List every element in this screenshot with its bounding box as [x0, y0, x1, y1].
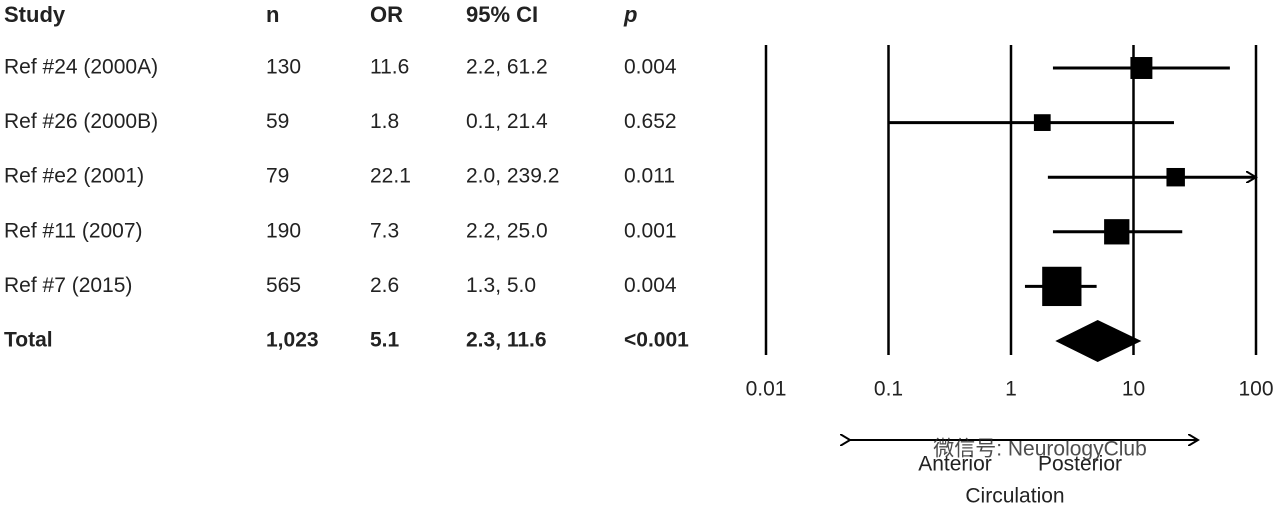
annotation: Anterior [918, 453, 992, 476]
table-cell: 5.1 [370, 329, 400, 352]
column-header: Study [4, 2, 66, 27]
x-tick-label: 1 [1005, 378, 1017, 401]
column-header: OR [370, 2, 403, 27]
table-cell: 7.3 [370, 219, 399, 242]
axis-label: Circulation [965, 485, 1064, 508]
table-cell: Ref #7 (2015) [4, 274, 132, 297]
column-header: n [266, 2, 279, 27]
table-cell: 0.011 [624, 165, 675, 188]
table-cell: 1.8 [370, 110, 399, 133]
or-square [1104, 219, 1130, 245]
table-cell: Ref #26 (2000B) [4, 110, 158, 133]
x-tick-label: 100 [1238, 378, 1273, 401]
or-square [1166, 167, 1185, 187]
table-cell: 1,023 [266, 329, 319, 352]
table-cell: Ref #24 (2000A) [4, 56, 158, 79]
table-cell: 2.2, 25.0 [466, 219, 548, 242]
column-header: p [623, 2, 637, 27]
table-cell: Ref #e2 (2001) [4, 165, 144, 188]
table-cell: 2.2, 61.2 [466, 56, 548, 79]
total-diamond [1055, 320, 1142, 362]
table-cell: 190 [266, 219, 301, 242]
table-cell: 0.001 [624, 219, 677, 242]
table-cell: 0.004 [624, 56, 677, 79]
table-cell: Ref #11 (2007) [4, 219, 143, 242]
table-cell: 1.3, 5.0 [466, 274, 536, 297]
table-cell: 0.1, 21.4 [466, 110, 548, 133]
annotation: Posterior [1038, 453, 1122, 476]
x-tick-label: 0.01 [746, 378, 787, 401]
x-tick-label: 0.1 [874, 378, 903, 401]
table-cell: Total [4, 329, 53, 352]
column-header: 95% CI [466, 2, 538, 27]
table-cell: 2.6 [370, 274, 399, 297]
x-tick-label: 10 [1122, 378, 1145, 401]
table-cell: 130 [266, 56, 301, 79]
or-square [1130, 57, 1153, 79]
table-cell: <0.001 [624, 329, 689, 352]
table-cell: 79 [266, 165, 289, 188]
table-cell: 0.004 [624, 274, 677, 297]
or-square [1042, 266, 1082, 307]
table-cell: 59 [266, 110, 289, 133]
table-cell: 2.0, 239.2 [466, 165, 559, 188]
or-square [1033, 114, 1051, 131]
table-cell: 0.652 [624, 110, 677, 133]
table-cell: 565 [266, 274, 301, 297]
table-cell: 22.1 [370, 165, 411, 188]
watermark: 微信号: NeurologyClub [933, 438, 1147, 461]
table-cell: 2.3, 11.6 [466, 329, 547, 352]
table-cell: 11.6 [370, 56, 409, 79]
